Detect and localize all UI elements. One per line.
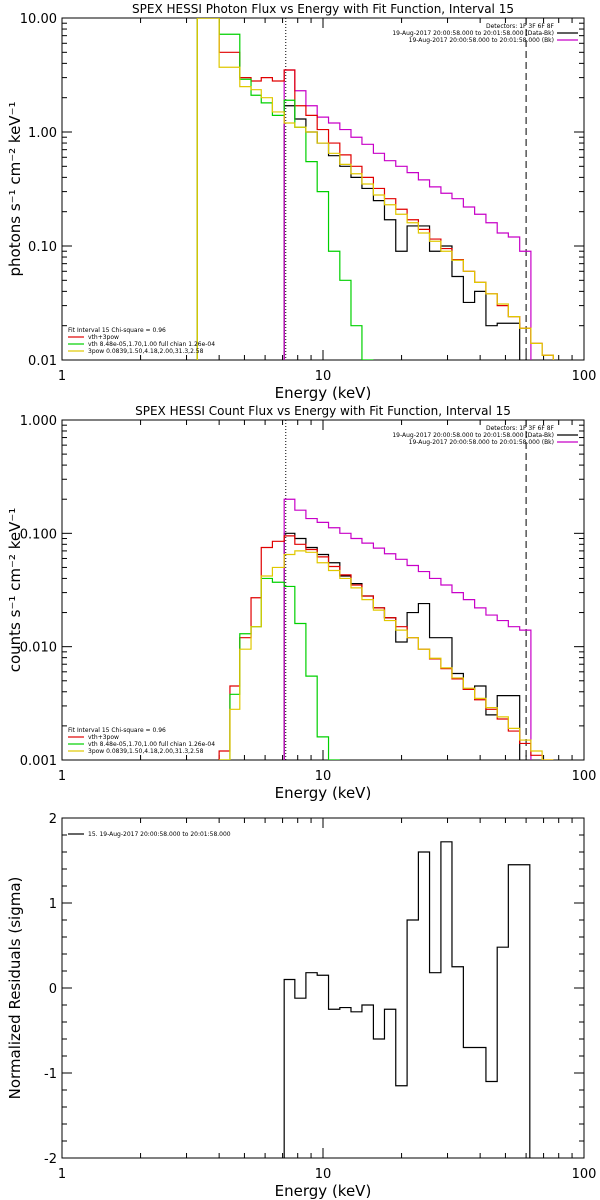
header-text: 19-Aug-2017 20:00:58.000 to 20:01:58.000… <box>392 432 554 439</box>
y-axis-label: Normalized Residuals (sigma) <box>6 877 24 1100</box>
header-text: 19-Aug-2017 20:00:58.000 to 20:01:58.000… <box>409 439 554 446</box>
legend-entry: 15. 19-Aug-2017 20:00:58.000 to 20:01:58… <box>88 831 231 838</box>
photon-flux-panel: SPEX HESSI Photon Flux vs Energy with Fi… <box>6 2 596 402</box>
chart-title: SPEX HESSI Count Flux vs Energy with Fit… <box>135 404 511 418</box>
x-axis-label: Energy (keV) <box>275 1182 372 1200</box>
x-tick-label: 10 <box>315 769 332 784</box>
count-flux-panel: SPEX HESSI Count Flux vs Energy with Fit… <box>6 404 596 802</box>
y-tick-label: 0.100 <box>20 527 57 542</box>
y-tick-label: 0.010 <box>20 641 57 656</box>
header-text: 19-Aug-2017 20:00:58.000 to 20:01:58.000… <box>409 37 554 44</box>
y-axis-label: photons s⁻¹ cm⁻² keV⁻¹ <box>6 102 24 277</box>
series-step-line <box>218 535 554 760</box>
residuals-panel: Energy (keV) Normalized Residuals (sigma)… <box>6 812 596 1200</box>
series-step-line <box>283 105 521 360</box>
y-tick-label: 1.00 <box>28 126 57 141</box>
series-step-line <box>219 577 340 760</box>
series-step-line <box>283 532 521 760</box>
x-tick-label: 10 <box>315 1167 332 1182</box>
legend-entry: 3pow 0.0839,1.50,4.18,2.00,31.3,2.58 <box>88 348 204 355</box>
x-tick-label: 10 <box>315 369 332 384</box>
x-tick-label: 100 <box>572 369 597 384</box>
series-step-line <box>283 841 531 1158</box>
chart-title: SPEX HESSI Photon Flux vs Energy with Fi… <box>132 2 514 16</box>
series-step-line <box>196 18 554 360</box>
y-tick-label: 0 <box>49 982 57 997</box>
series-step-line <box>219 550 554 760</box>
legend-entry: vth+3pow <box>88 334 119 341</box>
series-step-line <box>196 18 554 360</box>
y-tick-label: 0.01 <box>28 354 57 369</box>
x-tick-label: 100 <box>572 769 597 784</box>
x-tick-label: 1 <box>58 369 66 384</box>
y-tick-label: 1 <box>49 897 57 912</box>
y-tick-label: -2 <box>44 1152 57 1167</box>
x-tick-label: 100 <box>572 1167 597 1182</box>
legend-entry: Fit Interval 15 Chi-square = 0.96 <box>68 327 166 334</box>
y-tick-label: 0.10 <box>28 240 57 255</box>
y-tick-label: -1 <box>44 1067 57 1082</box>
plot-frame <box>61 17 585 361</box>
y-tick-label: 1.000 <box>20 414 57 429</box>
y-tick-label: 10.00 <box>20 12 57 27</box>
x-axis-label: Energy (keV) <box>275 784 372 802</box>
plot-frame <box>61 817 585 1159</box>
legend-entry: vth 8.48e-05,1.70,1.00 full chian 1.26e-… <box>88 341 215 348</box>
header-text: Detectors: 1F 3F 6F 8F <box>486 23 555 30</box>
x-tick-label: 1 <box>58 1167 66 1182</box>
series-step-line <box>196 18 374 360</box>
x-axis-label: Energy (keV) <box>275 384 372 402</box>
y-tick-label: 0.001 <box>20 754 57 769</box>
y-tick-label: 2 <box>49 812 57 827</box>
y-axis-label: counts s⁻¹ cm⁻² keV⁻¹ <box>6 508 24 673</box>
x-tick-label: 1 <box>58 769 66 784</box>
legend-entry: vth+3pow <box>88 734 119 741</box>
series-step-line <box>283 69 532 360</box>
header-text: Detectors: 1F 3F 6F 8F <box>486 425 555 432</box>
legend-entry: 3pow 0.0839,1.50,4.18,2.00,31.3,2.58 <box>88 748 204 755</box>
legend-entry: vth 8.48e-05,1.70,1.00 full chian 1.26e-… <box>88 741 215 748</box>
series-step-line <box>283 498 532 760</box>
legend-entry: Fit Interval 15 Chi-square = 0.96 <box>68 727 166 734</box>
plot-frame <box>61 419 585 761</box>
header-text: 19-Aug-2017 20:00:58.000 to 20:01:58.000… <box>392 30 554 37</box>
